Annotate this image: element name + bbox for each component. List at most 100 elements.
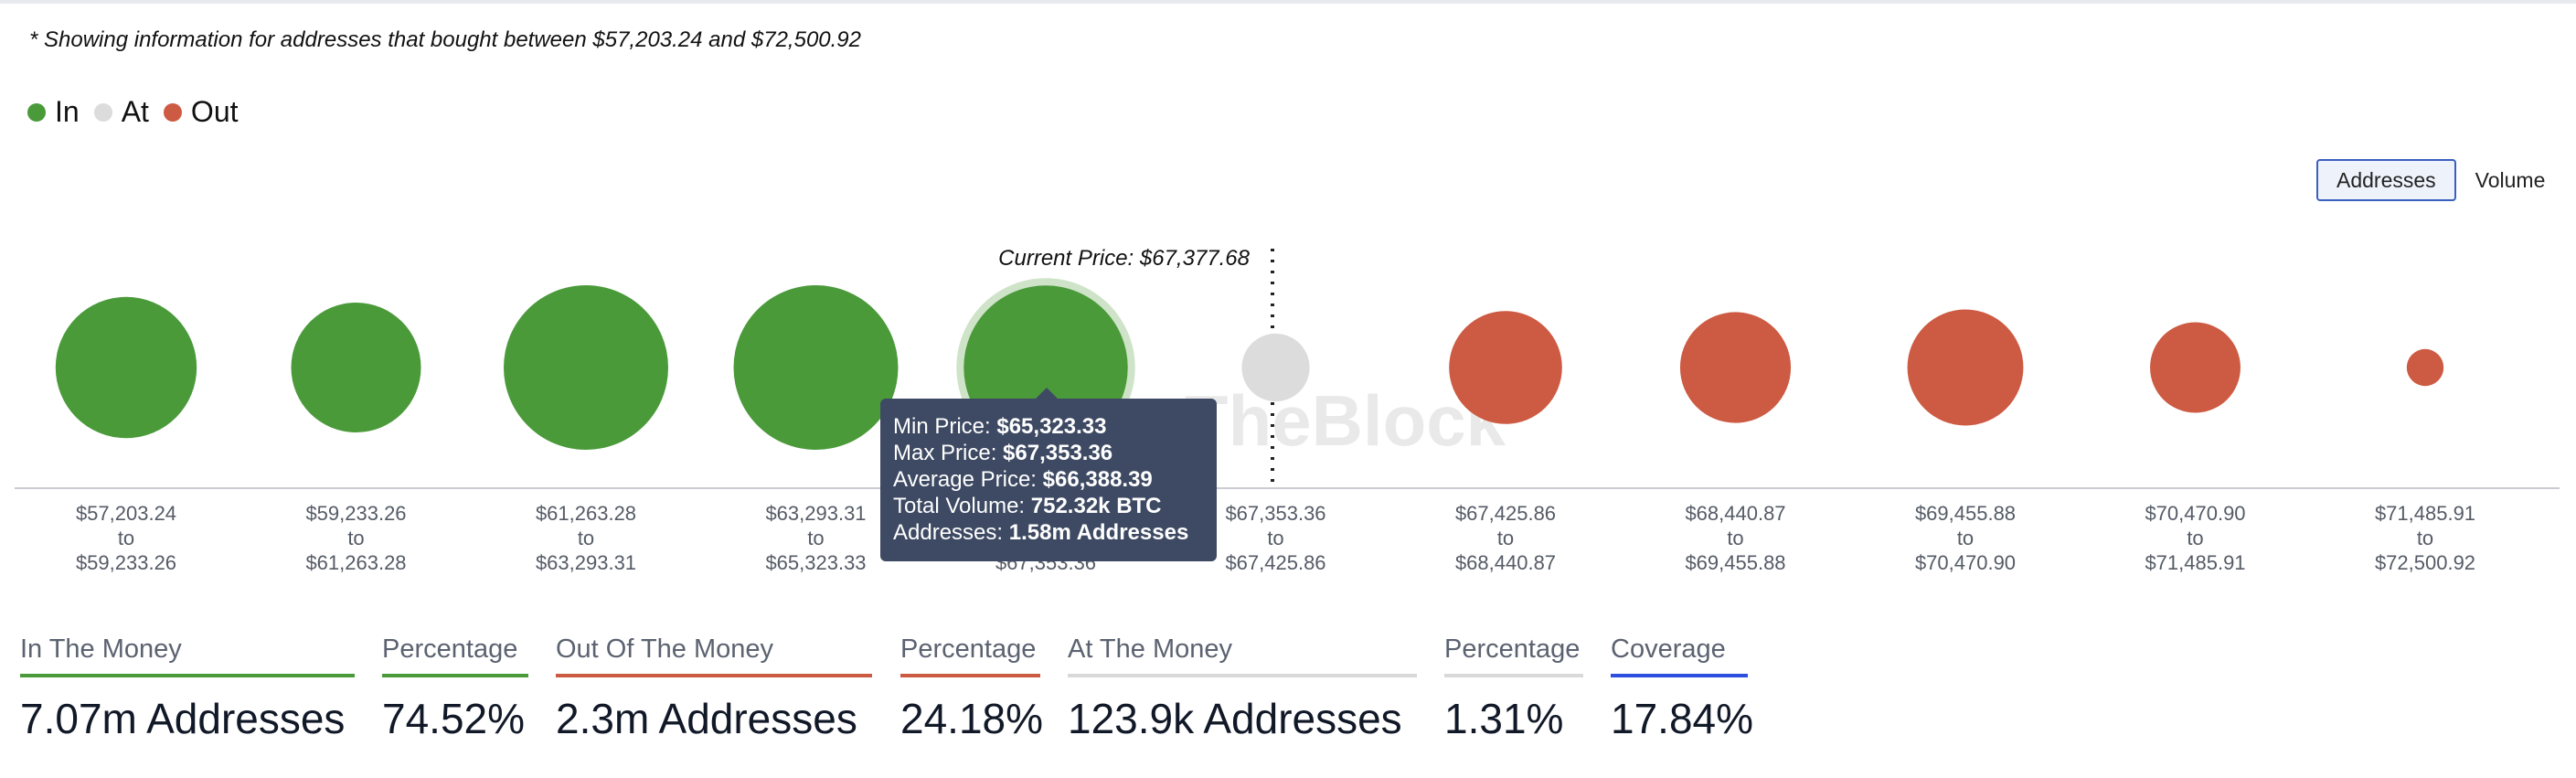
tick-label-min: $70,470.90: [2145, 502, 2245, 525]
top-border: [0, 0, 2576, 4]
legend-item-in[interactable]: In: [27, 95, 80, 129]
bubble-in[interactable]: [291, 302, 421, 433]
stat-in-percentage: Percentage 74.52%: [382, 634, 528, 743]
stat-underline: [20, 674, 355, 677]
legend: In At Out: [27, 95, 239, 129]
tick-label-connector: to: [1957, 527, 1974, 549]
tick-label-min: $69,455.88: [1915, 502, 2016, 525]
stat-value: 17.84%: [1611, 695, 1754, 742]
bubble-out[interactable]: [1679, 312, 1792, 423]
range-note: * Showing information for addresses that…: [29, 27, 861, 52]
tick-label-min: $57,203.24: [76, 502, 176, 525]
tooltip-avg-row: Average Price: $66,388.39: [893, 466, 1204, 493]
x-tick-labels: $57,203.24to$59,233.26$59,233.26to$61,26…: [76, 502, 2475, 574]
tick-label-max: $68,440.87: [1455, 551, 1556, 574]
tick-label-connector: to: [2417, 527, 2433, 549]
tick-label-connector: to: [578, 527, 594, 549]
summary-stats: In The Money 7.07m Addresses Percentage …: [0, 634, 2576, 772]
tick-label-connector: to: [1267, 527, 1283, 549]
tooltip-max-row: Max Price: $67,353.36: [893, 440, 1204, 466]
tooltip-min-row: Min Price: $65,323.33: [893, 413, 1204, 440]
metric-toggle: Addresses Volume: [2316, 159, 2565, 201]
tooltip-max-value: $67,353.36: [1003, 441, 1113, 465]
bin-tooltip: Min Price: $65,323.33 Max Price: $67,353…: [880, 388, 1217, 561]
legend-item-at[interactable]: At: [93, 95, 149, 129]
tooltip-addresses-label: Addresses:: [893, 520, 1004, 545]
tooltip-volume-row: Total Volume: 752.32k BTC: [893, 493, 1204, 519]
stat-label: At The Money: [1068, 634, 1233, 664]
stat-value: 1.31%: [1444, 695, 1564, 742]
tick-label-min: $68,440.87: [1685, 502, 1785, 525]
stat-value: 2.3m Addresses: [556, 695, 857, 742]
tick-label-max: $69,455.88: [1685, 551, 1785, 574]
bubble-out[interactable]: [1907, 309, 2024, 426]
tooltip-min-value: $65,323.33: [996, 414, 1107, 439]
stat-at-the-money: At The Money 123.9k Addresses: [1068, 634, 1417, 743]
legend-label-in: In: [55, 95, 80, 128]
stat-value: 24.18%: [900, 695, 1044, 742]
tooltip-max-label: Max Price:: [893, 441, 997, 465]
stat-label: Percentage: [1444, 634, 1581, 664]
tick-label-connector: to: [1497, 527, 1514, 549]
tick-label-min: $67,353.36: [1225, 502, 1325, 525]
addresses-toggle-button[interactable]: Addresses: [2316, 159, 2456, 201]
tick-label-max: $70,470.90: [1915, 551, 2016, 574]
legend-label-out: Out: [190, 95, 239, 128]
stat-at-percentage: Percentage 1.31%: [1444, 634, 1583, 743]
stat-label: Percentage: [382, 634, 518, 664]
bubble-in[interactable]: [733, 285, 899, 450]
tick-label-connector: to: [347, 527, 364, 549]
legend-dot-in: [27, 102, 46, 122]
bubble-in[interactable]: [55, 296, 197, 439]
tick-label-min: $63,293.31: [765, 502, 866, 525]
tooltip-avg-label: Average Price:: [893, 467, 1037, 492]
stat-underline: [556, 674, 872, 677]
stat-label: In The Money: [20, 634, 182, 664]
stat-out-percentage: Percentage 24.18%: [900, 634, 1044, 743]
stat-underline: [1068, 674, 1417, 677]
bubble-out[interactable]: [2406, 348, 2444, 387]
tick-label-connector: to: [118, 527, 134, 549]
tooltip-avg-value: $66,388.39: [1042, 467, 1153, 492]
tick-label-connector: to: [1727, 527, 1743, 549]
bubble-out[interactable]: [2150, 322, 2241, 413]
legend-dot-out: [163, 102, 182, 122]
current-price-label: Current Price: $67,377.68: [998, 246, 1250, 271]
stat-underline: [900, 674, 1040, 677]
legend-item-out[interactable]: Out: [163, 95, 239, 129]
stat-label: Coverage: [1611, 634, 1726, 664]
tick-label-max: $72,500.92: [2375, 551, 2475, 574]
stat-out-of-the-money: Out Of The Money 2.3m Addresses: [556, 634, 872, 743]
tick-label-max: $65,323.33: [765, 551, 866, 574]
stat-coverage: Coverage 17.84%: [1611, 634, 1754, 743]
stat-value: 74.52%: [382, 695, 526, 742]
bubble-at[interactable]: [1241, 333, 1310, 402]
tooltip-addresses-row: Addresses: 1.58m Addresses: [893, 519, 1204, 546]
tooltip-volume-label: Total Volume:: [893, 494, 1026, 518]
tick-label-connector: to: [2187, 527, 2203, 549]
tick-label-min: $59,233.26: [305, 502, 406, 525]
stat-in-the-money: In The Money 7.07m Addresses: [20, 634, 355, 743]
bubble-chart: IntoTheBlock Current Price: $67,377.68 $…: [15, 246, 2560, 574]
stat-label: Out Of The Money: [556, 634, 774, 664]
stat-label: Percentage: [900, 634, 1037, 664]
legend-label-at: At: [121, 95, 149, 128]
tooltip-min-label: Min Price:: [893, 414, 991, 439]
stat-value: 123.9k Addresses: [1068, 695, 1402, 742]
volume-toggle-button[interactable]: Volume: [2455, 159, 2565, 201]
tick-label-min: $67,425.86: [1455, 502, 1556, 525]
tick-label-connector: to: [807, 527, 824, 549]
tooltip-addresses-value: 1.58m Addresses: [1008, 520, 1189, 545]
stat-underline: [382, 674, 528, 677]
tick-label-max: $63,293.31: [536, 551, 636, 574]
bubble-out[interactable]: [1449, 311, 1562, 424]
tick-label-max: $61,263.28: [305, 551, 406, 574]
tick-label-max: $71,485.91: [2145, 551, 2245, 574]
tick-label-max: $67,425.86: [1225, 551, 1325, 574]
stat-value: 7.07m Addresses: [20, 695, 346, 742]
tooltip-volume-value: 752.32k BTC: [1030, 494, 1162, 518]
legend-dot-at: [93, 102, 112, 122]
tick-label-max: $59,233.26: [76, 551, 176, 574]
bubble-in[interactable]: [504, 285, 668, 450]
tick-label-min: $61,263.28: [536, 502, 636, 525]
